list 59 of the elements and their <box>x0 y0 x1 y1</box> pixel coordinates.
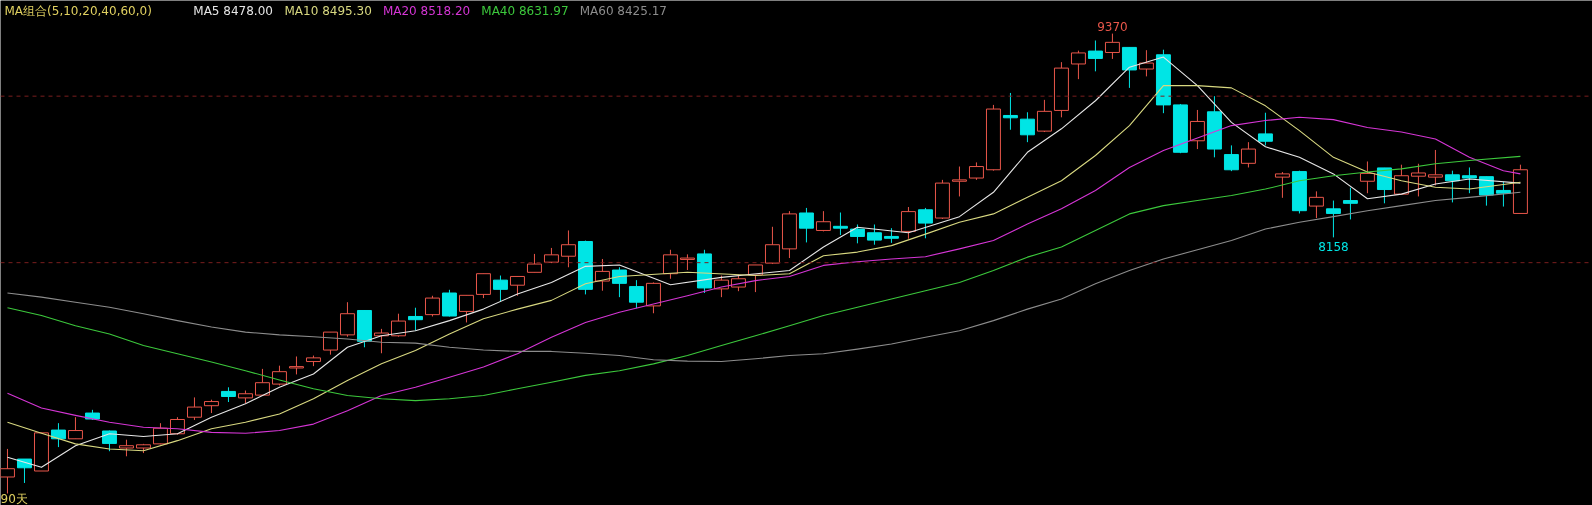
candlestick <box>1461 166 1477 194</box>
candlestick <box>900 206 916 240</box>
candlestick <box>68 416 83 440</box>
candlestick <box>1325 200 1341 238</box>
candlestick <box>1138 49 1154 77</box>
candlestick <box>1410 163 1426 197</box>
candlestick <box>594 258 610 292</box>
text: MA40 8631.97 <box>481 3 569 18</box>
annotation: 9370 <box>1097 19 1128 34</box>
candlestick <box>254 368 270 397</box>
candlestick <box>628 279 644 309</box>
text: MA60 8425.17 <box>579 3 667 18</box>
candlestick <box>1495 181 1511 208</box>
candlestick <box>560 229 576 268</box>
candlestick <box>1257 112 1273 146</box>
candlestick <box>1104 33 1120 60</box>
candlestick <box>1070 50 1086 80</box>
candlestick <box>645 281 661 314</box>
candlestick <box>1427 149 1443 186</box>
candlestick <box>1359 160 1375 194</box>
candlestick <box>849 223 865 244</box>
candlestick <box>1342 187 1358 220</box>
text: MA10 8495.30 <box>284 3 372 18</box>
candlestick <box>611 266 627 298</box>
candlestick <box>1308 190 1324 219</box>
candlestick <box>1121 46 1137 89</box>
candlestick <box>1240 141 1256 168</box>
text: MA5 8478.00 <box>193 3 273 18</box>
candlestick <box>424 295 440 317</box>
candlestick <box>1393 164 1409 195</box>
candlestick <box>1444 170 1460 203</box>
candlestick <box>186 396 202 421</box>
annotation: 8158 <box>1318 240 1349 255</box>
candlestick <box>441 289 457 317</box>
candlestick <box>1274 171 1290 199</box>
candlestick <box>509 275 525 297</box>
candlestick <box>1019 111 1035 143</box>
candlestick <box>1223 144 1239 172</box>
candlestick <box>1189 109 1205 150</box>
text: MA20 8518.20 <box>382 3 471 18</box>
chart-title: MA组合(5,10,20,40,60,0) <box>4 3 152 18</box>
candlestick <box>832 212 848 236</box>
candlestick <box>339 301 355 338</box>
candlestick <box>764 226 780 265</box>
candlestick <box>951 166 967 197</box>
candlestick <box>866 223 882 246</box>
candlestick <box>458 294 474 323</box>
annotation: 90天 <box>0 491 28 505</box>
candlestick <box>1036 99 1052 133</box>
candlestick <box>475 273 491 299</box>
candlestick <box>798 207 814 243</box>
candlestick <box>51 422 66 448</box>
candlestick <box>1087 40 1103 72</box>
candlestick <box>492 275 508 302</box>
candlestick <box>1002 92 1018 131</box>
candlestick <box>407 307 423 332</box>
candlestick <box>662 249 678 280</box>
candlestick <box>917 207 933 239</box>
candlestick <box>526 253 542 273</box>
